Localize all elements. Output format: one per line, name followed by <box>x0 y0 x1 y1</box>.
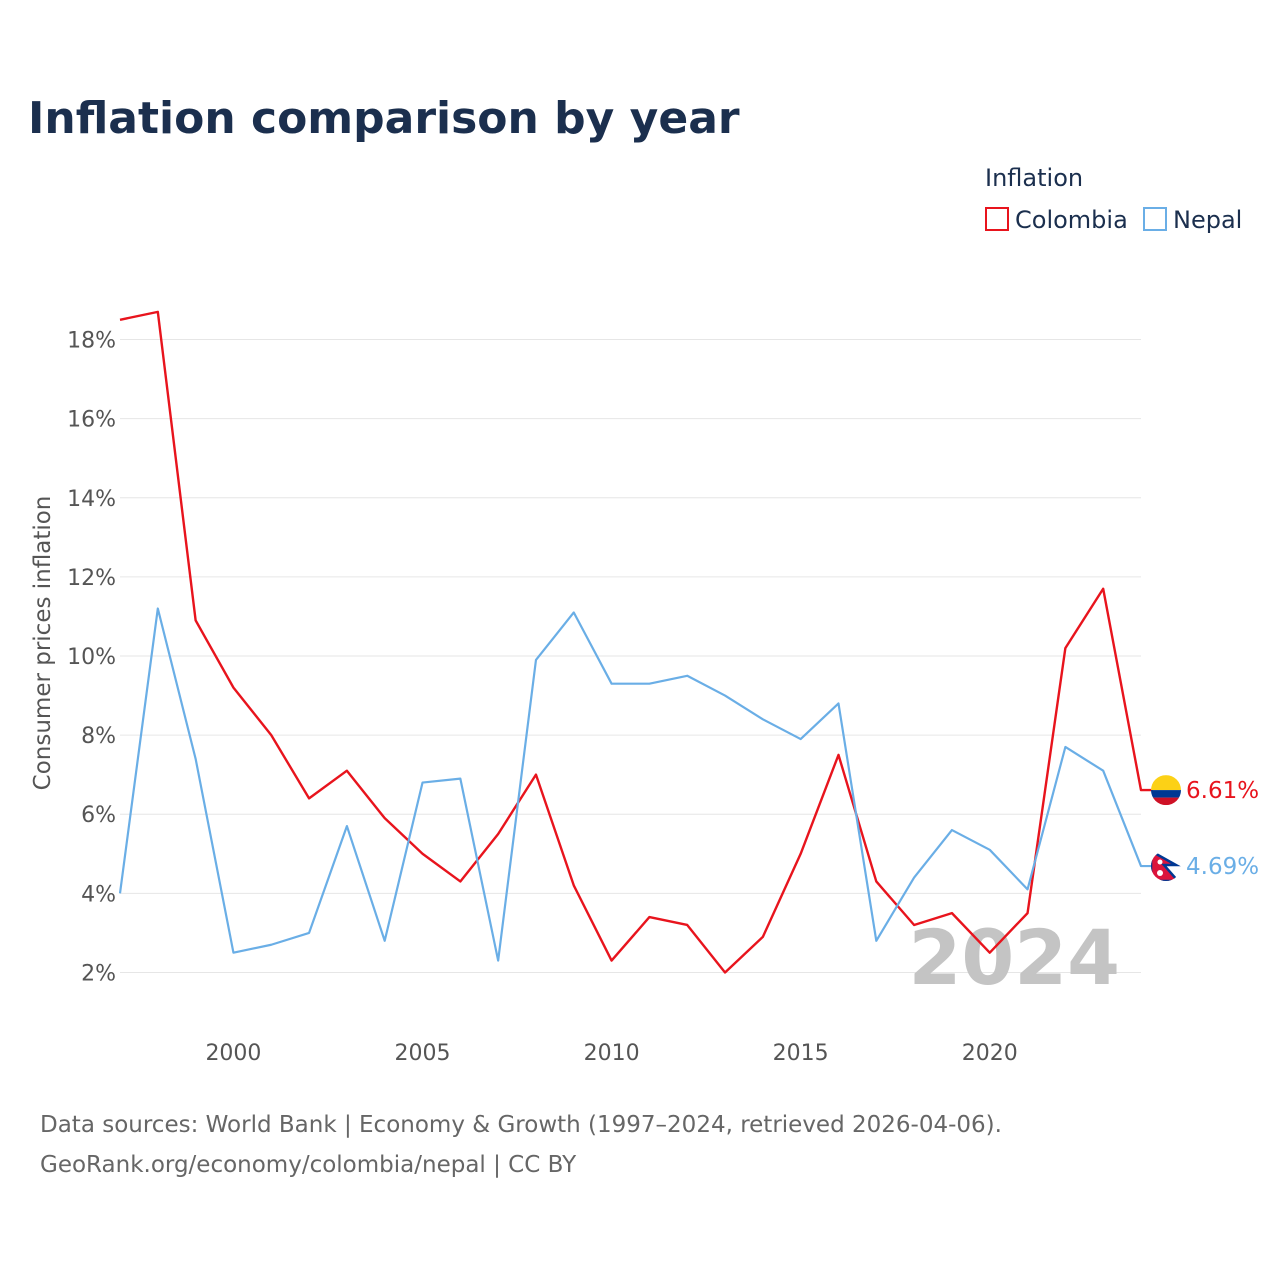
legend-title: Inflation <box>985 164 1083 192</box>
legend-item-colombia[interactable]: Colombia <box>985 206 1128 234</box>
series-lines <box>118 310 1153 974</box>
x-tick-label: 2020 <box>962 1041 1018 1066</box>
y-axis-label: Consumer prices inflation <box>30 496 56 791</box>
x-tick-label: 2005 <box>395 1041 451 1066</box>
end-label-nepal: 4.69% <box>1186 854 1259 880</box>
x-tick-label: 2000 <box>205 1041 261 1066</box>
x-tick-label: 2015 <box>773 1041 829 1066</box>
legend-swatch-colombia <box>985 207 1009 231</box>
colombia-flag-icon <box>1151 775 1181 806</box>
chart-title: Inflation comparison by year <box>28 93 740 144</box>
x-tick-label: 2010 <box>584 1041 640 1066</box>
nepal-flag-icon <box>1151 851 1181 882</box>
footer: Data sources: World Bank | Economy & Gro… <box>40 1112 1002 1178</box>
y-tick-label: 12% <box>67 566 116 591</box>
y-tick-label: 2% <box>81 961 116 986</box>
source-line: Data sources: World Bank | Economy & Gro… <box>40 1112 1002 1138</box>
y-tick-label: 8% <box>81 724 116 749</box>
y-tick-label: 6% <box>81 803 116 828</box>
gridlines <box>120 339 1141 973</box>
y-tick-label: 4% <box>81 882 116 907</box>
end-labels: 6.61% 4.69% <box>1151 775 1259 882</box>
legend-label-colombia: Colombia <box>1015 206 1128 234</box>
y-tick-label: 14% <box>67 487 116 512</box>
y-tick-label: 10% <box>67 645 116 670</box>
legend-item-nepal[interactable]: Nepal <box>1143 206 1242 234</box>
y-axis-ticks: 2% 4% 6% 8% 10% 12% 14% 16% 18% <box>67 329 116 987</box>
series-line-nepal <box>118 607 1153 962</box>
y-tick-label: 18% <box>67 329 116 354</box>
attribution-line: GeoRank.org/economy/colombia/nepal | CC … <box>40 1152 577 1178</box>
end-label-colombia: 6.61% <box>1186 778 1259 804</box>
legend-swatch-nepal <box>1143 207 1167 231</box>
x-axis-ticks: 2000 2005 2010 2015 2020 <box>205 1041 1017 1066</box>
y-tick-label: 16% <box>67 408 116 433</box>
legend: Inflation Colombia Nepal <box>985 164 1242 234</box>
legend-label-nepal: Nepal <box>1173 206 1242 234</box>
series-line-colombia <box>119 310 1153 974</box>
